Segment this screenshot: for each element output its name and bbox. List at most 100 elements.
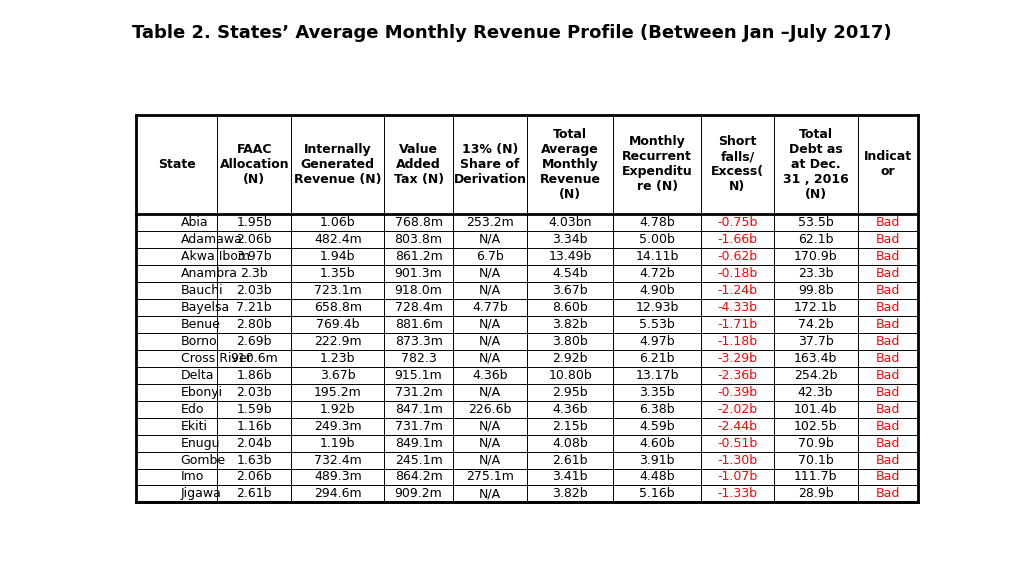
Text: Bad: Bad: [876, 250, 900, 263]
Text: 2.03b: 2.03b: [237, 284, 272, 297]
Text: FAAC
Allocation
(N): FAAC Allocation (N): [219, 143, 289, 186]
Text: 2.06b: 2.06b: [237, 471, 272, 483]
Text: 13.17b: 13.17b: [635, 368, 679, 382]
Text: -2.02b: -2.02b: [718, 403, 758, 415]
Text: 881.6m: 881.6m: [394, 317, 442, 331]
Text: 482.4m: 482.4m: [314, 233, 361, 246]
Text: Monthly
Recurrent
Expenditu
re (N): Monthly Recurrent Expenditu re (N): [622, 136, 692, 193]
Text: Borno: Borno: [180, 335, 217, 348]
Text: Bad: Bad: [876, 301, 900, 313]
Text: -2.36b: -2.36b: [718, 368, 758, 382]
Text: 1.86b: 1.86b: [237, 368, 272, 382]
Text: 245.1m: 245.1m: [394, 454, 442, 467]
Text: Gombe: Gombe: [180, 454, 225, 467]
Text: -1.30b: -1.30b: [718, 454, 758, 467]
Text: Bad: Bad: [876, 317, 900, 331]
Text: 7.21b: 7.21b: [237, 301, 272, 313]
Text: 1.35b: 1.35b: [319, 267, 355, 280]
Text: Benue: Benue: [180, 317, 220, 331]
Text: Anambra: Anambra: [180, 267, 238, 280]
Text: 1.92b: 1.92b: [321, 403, 355, 415]
Text: -1.18b: -1.18b: [718, 335, 758, 348]
Text: Ebonyi: Ebonyi: [180, 386, 222, 399]
Text: 3.67b: 3.67b: [552, 284, 588, 297]
Text: 102.5b: 102.5b: [794, 419, 838, 432]
Text: 5.00b: 5.00b: [639, 233, 675, 246]
Text: 14.11b: 14.11b: [635, 250, 679, 263]
Text: 10.80b: 10.80b: [548, 368, 592, 382]
Text: 847.1m: 847.1m: [394, 403, 442, 415]
Text: Cross River: Cross River: [180, 352, 251, 364]
Text: Short
falls/
Excess(
N): Short falls/ Excess( N): [711, 136, 764, 193]
Text: N/A: N/A: [479, 352, 501, 364]
Text: 2.61b: 2.61b: [552, 454, 588, 467]
Text: 6.21b: 6.21b: [639, 352, 675, 364]
Text: N/A: N/A: [479, 317, 501, 331]
Text: Bad: Bad: [876, 487, 900, 500]
Text: 4.08b: 4.08b: [552, 436, 588, 450]
Text: 53.5b: 53.5b: [798, 216, 834, 229]
Text: Bad: Bad: [876, 335, 900, 348]
Text: N/A: N/A: [479, 335, 501, 348]
Text: Imo: Imo: [180, 471, 204, 483]
Text: 62.1b: 62.1b: [798, 233, 834, 246]
Text: N/A: N/A: [479, 419, 501, 432]
Text: -0.51b: -0.51b: [718, 436, 758, 450]
Text: N/A: N/A: [479, 454, 501, 467]
Text: 8.60b: 8.60b: [552, 301, 588, 313]
Text: 2.15b: 2.15b: [552, 419, 588, 432]
Text: -0.62b: -0.62b: [718, 250, 758, 263]
Text: Delta: Delta: [180, 368, 214, 382]
Text: 2.3b: 2.3b: [241, 267, 268, 280]
Text: Enugu: Enugu: [180, 436, 220, 450]
Text: 2.03b: 2.03b: [237, 386, 272, 399]
Text: 249.3m: 249.3m: [314, 419, 361, 432]
Text: 732.4m: 732.4m: [314, 454, 361, 467]
Text: 4.60b: 4.60b: [639, 436, 675, 450]
Text: 4.03bn: 4.03bn: [548, 216, 592, 229]
Text: Total
Debt as
at Dec.
31 , 2016
(N): Total Debt as at Dec. 31 , 2016 (N): [782, 128, 849, 201]
Text: 4.59b: 4.59b: [639, 419, 675, 432]
Text: 864.2m: 864.2m: [394, 471, 442, 483]
Text: 74.2b: 74.2b: [798, 317, 834, 331]
Text: 731.7m: 731.7m: [394, 419, 442, 432]
Text: 195.2m: 195.2m: [314, 386, 361, 399]
Text: 1.19b: 1.19b: [321, 436, 355, 450]
Text: 101.4b: 101.4b: [794, 403, 838, 415]
Text: 1.63b: 1.63b: [237, 454, 272, 467]
Text: Bad: Bad: [876, 352, 900, 364]
Text: 4.97b: 4.97b: [639, 335, 675, 348]
Text: 3.91b: 3.91b: [639, 454, 675, 467]
Text: 1.23b: 1.23b: [321, 352, 355, 364]
Text: 1.06b: 1.06b: [319, 216, 355, 229]
Text: Akwa Ibom: Akwa Ibom: [180, 250, 250, 263]
Text: 2.06b: 2.06b: [237, 233, 272, 246]
Text: Value
Added
Tax (N): Value Added Tax (N): [393, 143, 443, 186]
Text: Bad: Bad: [876, 368, 900, 382]
Text: 13.49b: 13.49b: [549, 250, 592, 263]
Text: Bad: Bad: [876, 419, 900, 432]
Text: 3.34b: 3.34b: [552, 233, 588, 246]
Text: 170.9b: 170.9b: [794, 250, 838, 263]
Text: 42.3b: 42.3b: [798, 386, 834, 399]
Text: -1.66b: -1.66b: [718, 233, 758, 246]
Text: 226.6b: 226.6b: [468, 403, 512, 415]
Text: 4.48b: 4.48b: [639, 471, 675, 483]
Text: -0.18b: -0.18b: [718, 267, 758, 280]
Text: 873.3m: 873.3m: [394, 335, 442, 348]
Text: 768.8m: 768.8m: [394, 216, 442, 229]
Text: Table 2. States’ Average Monthly Revenue Profile (Between Jan –July 2017): Table 2. States’ Average Monthly Revenue…: [132, 24, 892, 42]
Text: Bad: Bad: [876, 216, 900, 229]
Text: 3.35b: 3.35b: [639, 386, 675, 399]
Text: 1.95b: 1.95b: [237, 216, 272, 229]
Text: Bad: Bad: [876, 386, 900, 399]
Text: 2.80b: 2.80b: [237, 317, 272, 331]
Text: 5.16b: 5.16b: [639, 487, 675, 500]
Text: 918.0m: 918.0m: [394, 284, 442, 297]
Text: 1.94b: 1.94b: [321, 250, 355, 263]
Text: 70.1b: 70.1b: [798, 454, 834, 467]
Text: -3.29b: -3.29b: [718, 352, 758, 364]
Text: N/A: N/A: [479, 487, 501, 500]
Text: 803.8m: 803.8m: [394, 233, 442, 246]
Text: N/A: N/A: [479, 386, 501, 399]
